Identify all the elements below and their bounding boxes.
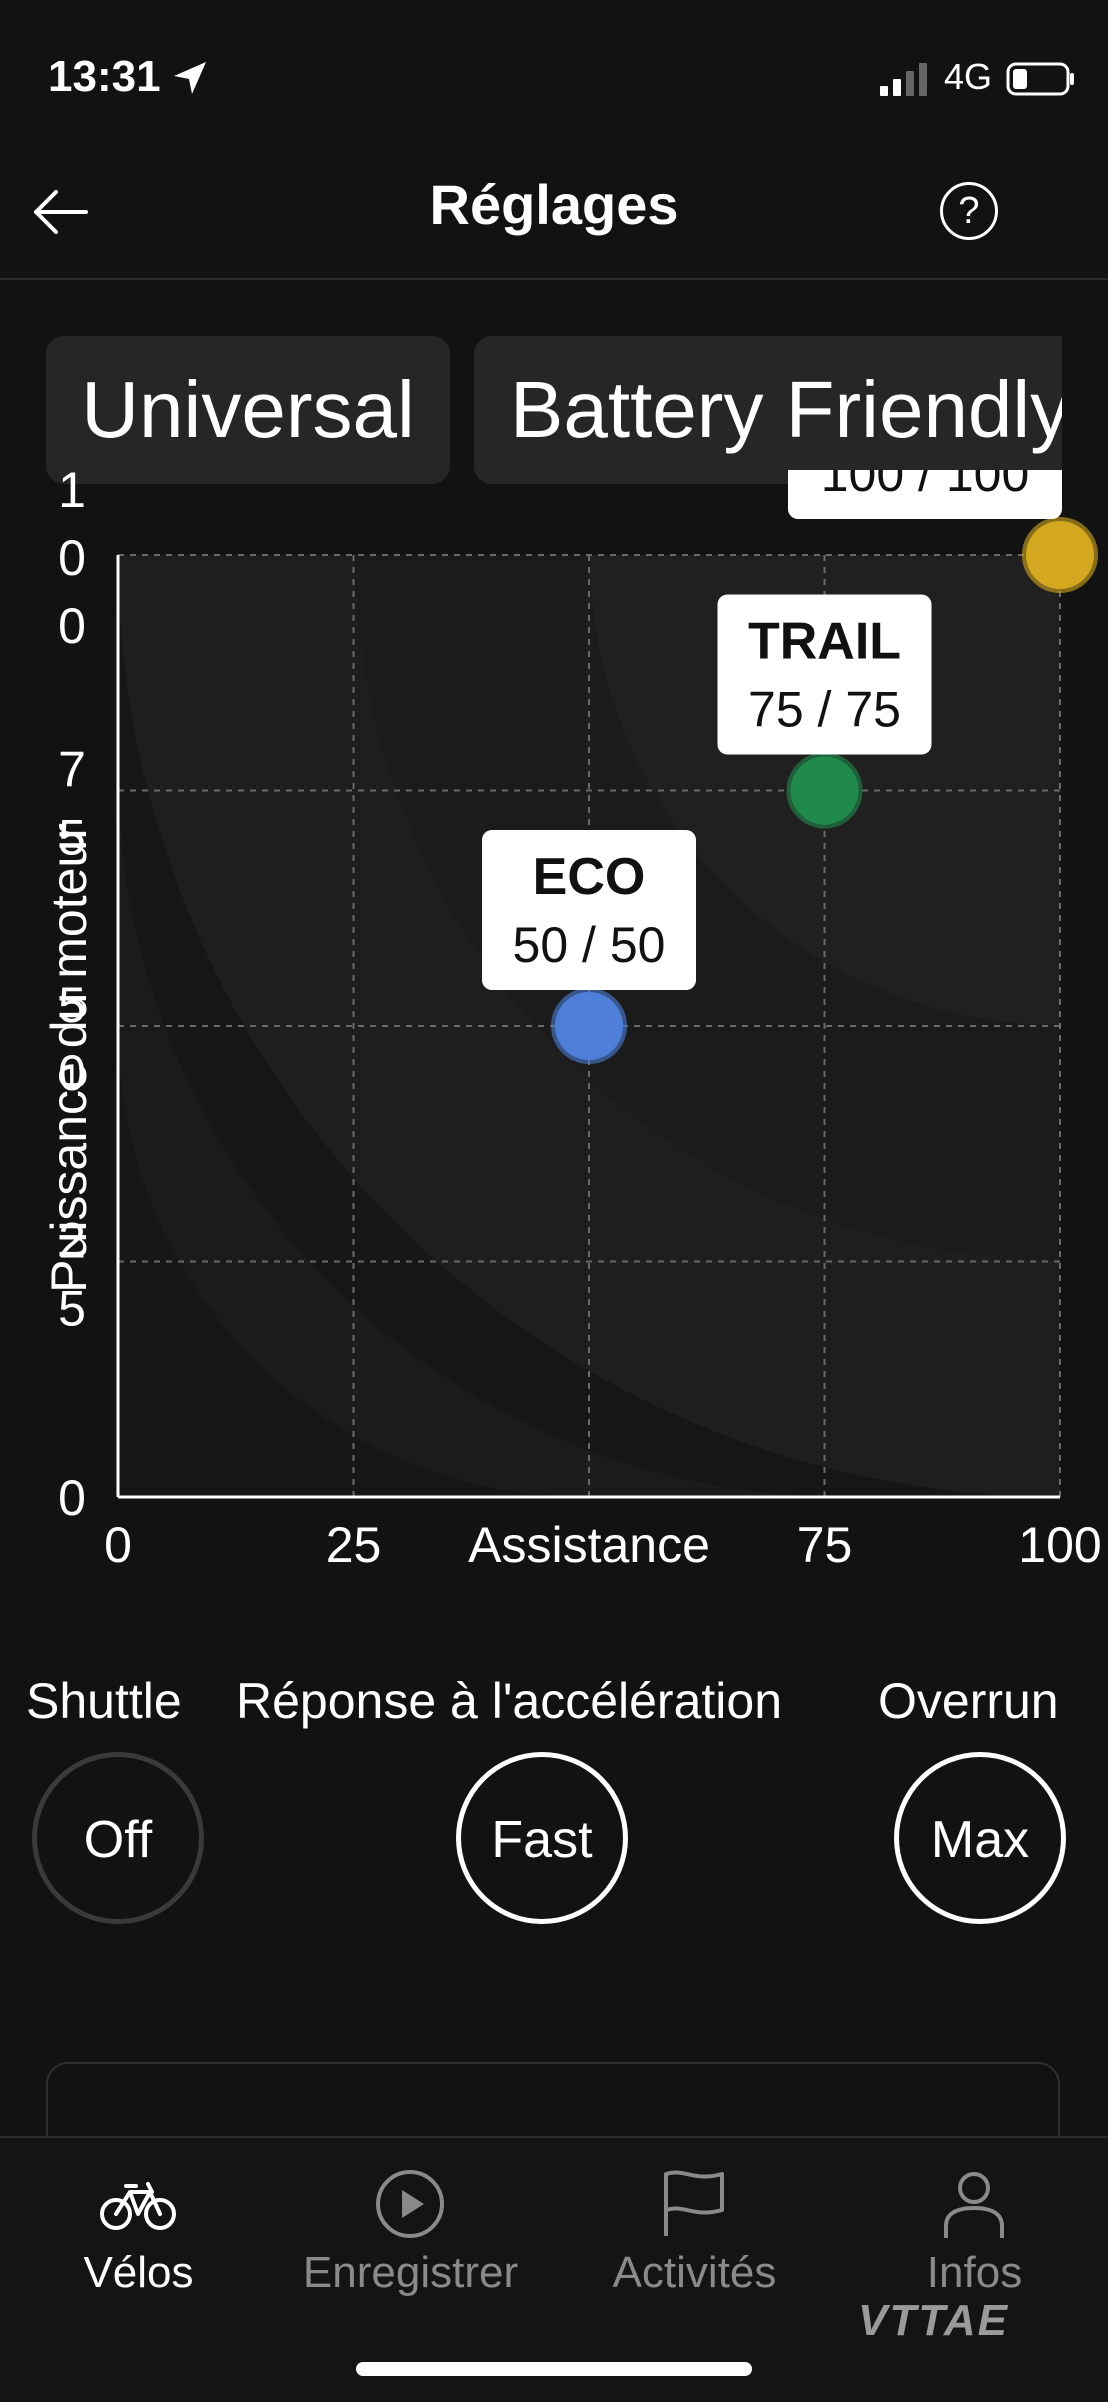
mode-marker[interactable]: [551, 988, 627, 1064]
tab-battery-friendly[interactable]: Battery Friendly: [474, 336, 1062, 484]
mode-marker[interactable]: [1022, 517, 1098, 593]
flag-icon: [664, 2170, 724, 2236]
tab-universal[interactable]: Universal: [46, 336, 450, 484]
nav-label-enregistrer: Enregistrer: [302, 2248, 519, 2297]
nav-label-velos: Vélos: [83, 2248, 194, 2297]
nav-label-activites: Activités: [612, 2248, 777, 2297]
y-tick-label: 0: [58, 1470, 86, 1526]
mode-name: TRAIL: [748, 613, 901, 671]
y-tick-label: 2: [58, 1213, 86, 1269]
y-tick-label: 5: [58, 810, 86, 866]
network-type: 4G: [944, 56, 993, 97]
mode-point-eco[interactable]: ECO 50 / 50: [482, 830, 696, 1064]
help-button[interactable]: ?: [940, 182, 998, 240]
y-tick-label: 0: [58, 1045, 86, 1101]
x-tick-label: 0: [104, 1517, 132, 1573]
shuttle-label: Shuttle: [26, 1673, 182, 1729]
y-tick-label: 0: [58, 598, 86, 654]
mode-name: ECO: [533, 848, 646, 906]
profile-tabs: Universal Battery Friendly: [0, 336, 1062, 486]
status-time: 13:31: [48, 52, 161, 101]
signal-icon: [880, 63, 927, 96]
y-tick-label: 1: [58, 470, 86, 518]
chart-grid: [118, 554, 1061, 1497]
page-title: Réglages: [429, 173, 679, 236]
nav-item-velos[interactable]: Vélos: [0, 2138, 277, 2338]
y-tick-label: 0: [58, 530, 86, 586]
watermark-logo: VTTAE: [858, 2296, 1009, 2345]
nav-item-activites[interactable]: Activités: [556, 2138, 833, 2338]
mode-callout: [788, 470, 1062, 519]
nav-item-enregistrer[interactable]: Enregistrer: [272, 2138, 549, 2338]
mode-point-trail[interactable]: TRAIL 75 / 75: [717, 594, 932, 829]
home-indicator: [356, 2362, 752, 2376]
nav-label-infos: Infos: [926, 2248, 1023, 2297]
play-icon: [376, 2170, 444, 2238]
shuttle-toggle[interactable]: Off: [32, 1752, 204, 1924]
x-tick-label: 75: [797, 1517, 853, 1573]
back-arrow-icon[interactable]: [28, 180, 92, 244]
x-tick-label: Assistance: [468, 1517, 710, 1573]
mode-callout: [482, 830, 696, 990]
x-tick-label: 25: [326, 1517, 382, 1573]
mode-value: 100 / 100: [821, 470, 1030, 502]
bike-icon: [100, 2182, 176, 2230]
mode-point-turbo[interactable]: TURBO100 / 100: [788, 470, 1098, 593]
y-axis-label: Puissance du moteur: [41, 823, 97, 1293]
header-divider: [0, 278, 1108, 280]
bottom-nav: Vélos Enregistrer Activités Infos: [0, 2136, 1108, 2402]
mode-value: 75 / 75: [748, 682, 901, 738]
mode-value: 50 / 50: [513, 917, 666, 973]
person-icon: [944, 2172, 1004, 2238]
mode-marker[interactable]: [786, 752, 863, 829]
x-tick-label: 100: [1018, 1517, 1101, 1573]
overrun-button[interactable]: Max: [894, 1752, 1066, 1924]
battery-icon: [1006, 62, 1074, 96]
mode-callout: [717, 594, 932, 755]
response-label: Réponse à l'accélération: [236, 1673, 782, 1729]
overrun-label: Overrun: [878, 1673, 1059, 1729]
y-tick-label: 5: [58, 977, 86, 1033]
response-button[interactable]: Fast: [456, 1752, 628, 1924]
y-tick-label: 5: [58, 1281, 86, 1337]
location-arrow-icon: [174, 62, 206, 94]
nav-item-infos[interactable]: Infos: [836, 2138, 1108, 2338]
y-tick-label: 7: [58, 742, 86, 798]
